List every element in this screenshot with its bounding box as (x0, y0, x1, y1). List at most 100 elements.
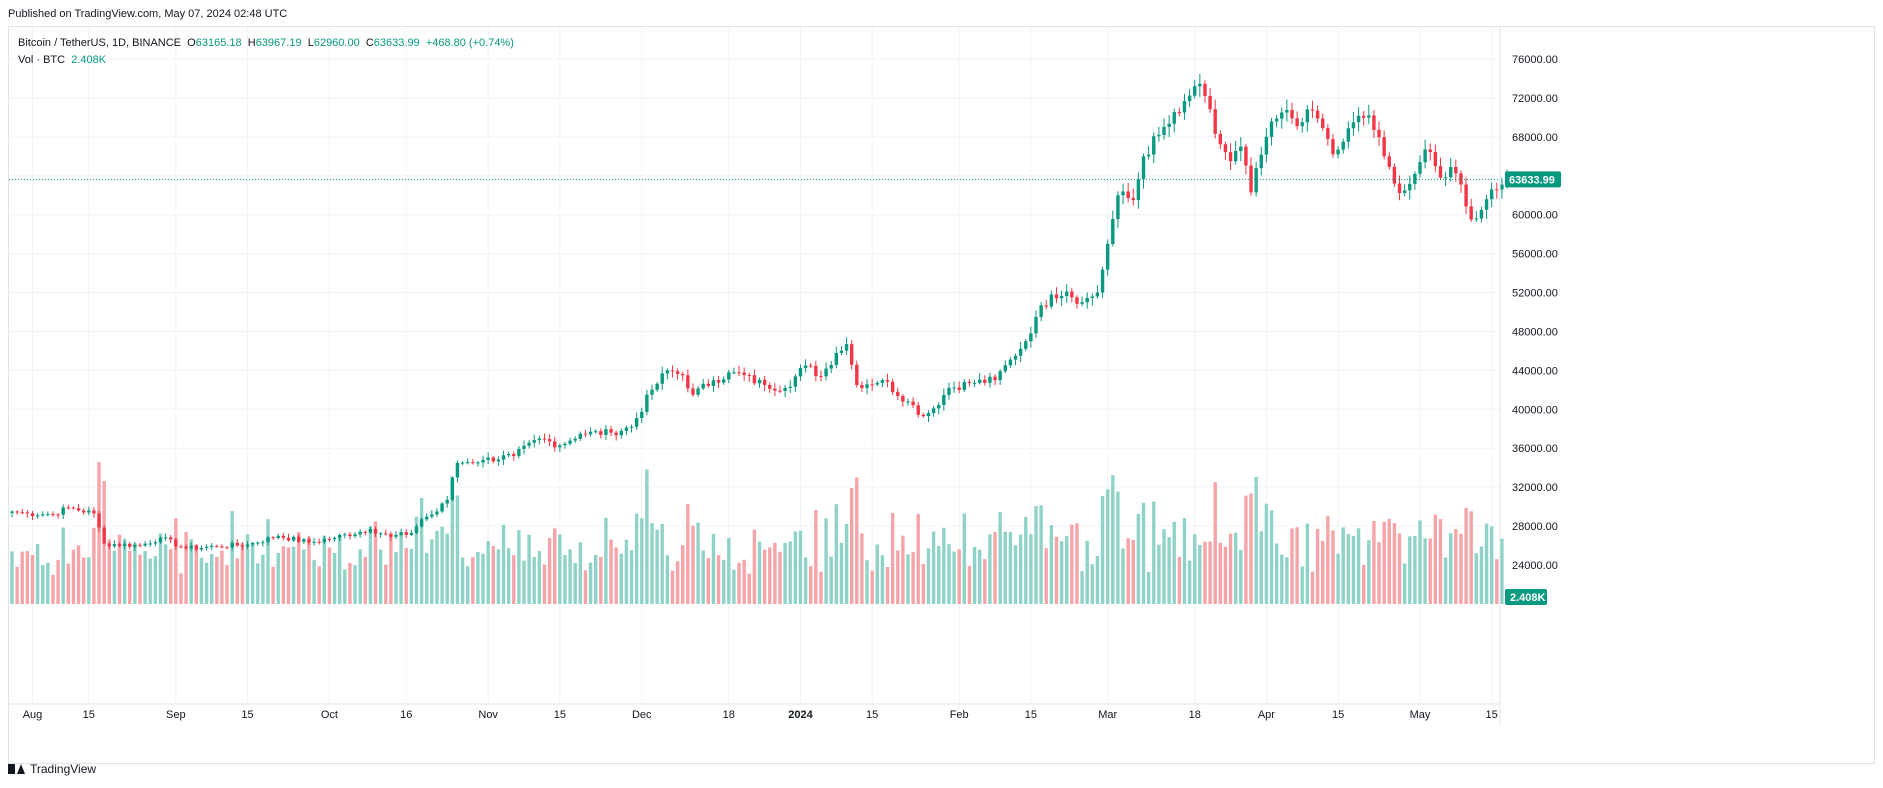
volume-bar (87, 557, 91, 604)
volume-bar (681, 545, 685, 604)
volume-bar (15, 566, 19, 604)
volume-bar (1443, 557, 1448, 604)
x-tick-label: 15 (241, 709, 253, 721)
candle (716, 375, 721, 389)
volume-bar (1141, 502, 1146, 604)
candle (353, 532, 357, 539)
candle (450, 476, 455, 502)
volume-bar (1008, 531, 1013, 604)
y-tick-label: 32000.00 (1512, 482, 1558, 494)
candle (1070, 288, 1074, 303)
candle (747, 372, 751, 382)
candle (189, 542, 193, 552)
candle (1213, 99, 1217, 139)
y-tick-label: 48000.00 (1512, 326, 1558, 338)
candle (532, 434, 536, 448)
volume-bar (1198, 544, 1202, 604)
last-volume-badge (1505, 589, 1547, 605)
volume-bar (1167, 537, 1171, 604)
volume-bar (711, 533, 716, 604)
symbol-description[interactable]: Bitcoin / TetherUS, 1D, BINANCE (18, 37, 182, 49)
chart-legend: Bitcoin / TetherUS, 1D, BINANCE O63165.1… (18, 35, 514, 69)
volume-bar (1090, 564, 1095, 604)
volume-bar (619, 553, 623, 604)
volume-bar (1065, 536, 1069, 604)
candle (937, 402, 941, 415)
candle (465, 458, 470, 465)
candle (778, 385, 782, 394)
volume-bar (1474, 553, 1479, 604)
volume-bar (399, 532, 403, 604)
candle (1464, 177, 1468, 215)
volume-bar (931, 531, 936, 604)
volume-bar (271, 566, 275, 604)
candle (179, 544, 183, 549)
candle (865, 379, 869, 395)
candle (926, 410, 931, 423)
x-tick-label: 15 (83, 709, 95, 721)
candle (1305, 105, 1310, 132)
candle (547, 434, 552, 447)
candle (788, 380, 792, 393)
volume-bar (1013, 545, 1018, 604)
candle (291, 535, 296, 542)
volume-bar (1433, 514, 1438, 604)
volume-bar (1208, 541, 1212, 604)
volume-bar (696, 522, 700, 604)
volume-bar (532, 557, 536, 604)
low-value: 62960.00 (313, 37, 360, 49)
candle (727, 369, 731, 384)
candle (460, 461, 465, 466)
volume-bar (1162, 529, 1166, 604)
volume-bar (1269, 510, 1274, 604)
candle (655, 382, 659, 392)
candle (1351, 111, 1356, 136)
candle (553, 436, 557, 452)
y-tick-label: 56000.00 (1512, 249, 1558, 261)
volume-bar (1136, 513, 1141, 604)
volume-bar (747, 573, 751, 604)
candle (1116, 191, 1120, 229)
candle (1454, 159, 1458, 182)
candle (901, 394, 905, 407)
volume-bar (865, 560, 869, 604)
candle (972, 379, 977, 388)
candle (1080, 296, 1084, 307)
time-axis[interactable]: Aug 15 Sep 15 Oct 16 Nov 15 Dec 18 2024 15 Feb 15 Mar 1… (9, 703, 1500, 721)
candle (1259, 146, 1263, 176)
volume-bar (138, 554, 142, 604)
candle (604, 425, 608, 440)
volume-bar (471, 557, 475, 604)
volume-bar (337, 535, 342, 604)
volume-bar (1218, 542, 1223, 604)
candle (1157, 126, 1161, 142)
candle (962, 379, 967, 393)
volume-label[interactable]: Vol · BTC (18, 54, 66, 66)
candle (880, 378, 885, 387)
candle (1264, 128, 1269, 163)
volume-bar (573, 562, 577, 604)
candle (486, 452, 490, 464)
volume-bar (1249, 493, 1253, 604)
candle (1105, 239, 1110, 277)
price-axis[interactable]: 76000.0072000.0068000.0064000.0060000.00… (1499, 27, 1558, 724)
candle (1146, 146, 1151, 160)
volume-bar (122, 538, 127, 604)
volume-bar (1423, 538, 1427, 604)
candle (117, 542, 122, 548)
candle (1408, 175, 1412, 200)
last-price-badge-label: 63633.99 (1509, 174, 1555, 186)
x-tick-label: Feb (950, 709, 969, 721)
volume-bar (706, 558, 711, 604)
volume-bar (640, 518, 644, 604)
candle (1203, 80, 1207, 103)
candle (1336, 146, 1340, 159)
candle (773, 383, 777, 397)
volume-bar (240, 543, 245, 604)
candle (261, 540, 265, 547)
volume-bar (41, 565, 45, 604)
candle (1039, 301, 1043, 322)
volume-bar (153, 556, 158, 604)
candle (839, 345, 844, 356)
